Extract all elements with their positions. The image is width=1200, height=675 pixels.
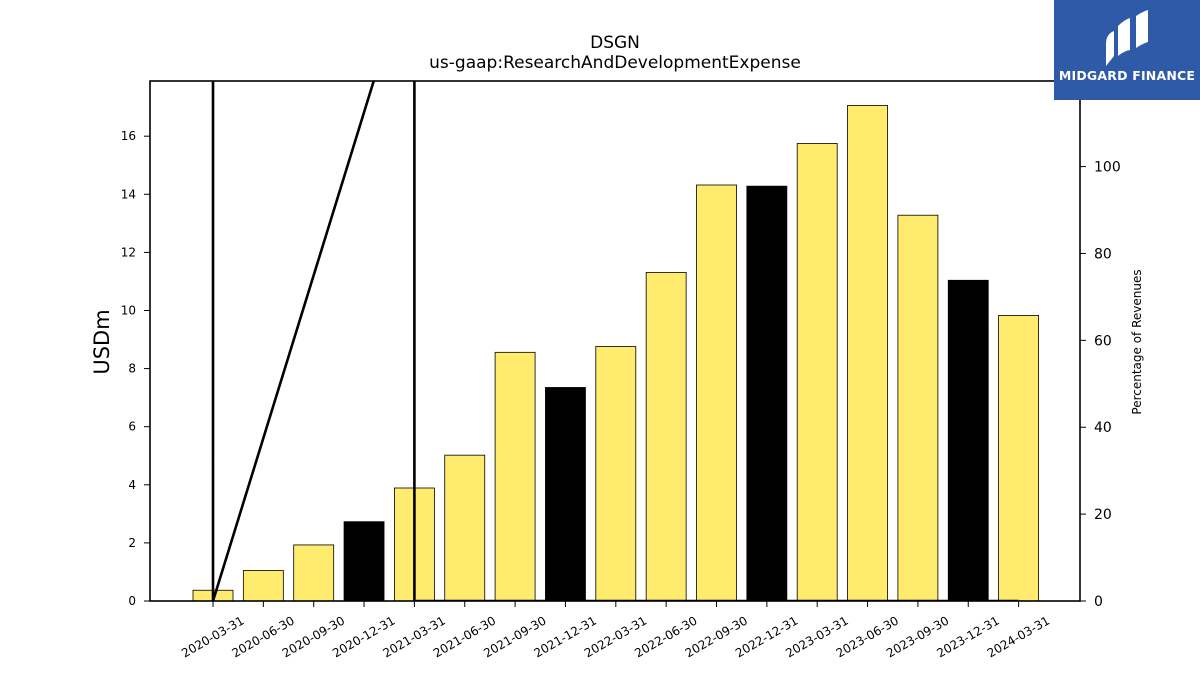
- bar: [847, 105, 888, 602]
- y-tick-label: 2: [128, 536, 136, 550]
- y2-tick-label: 100: [1094, 160, 1121, 176]
- y-tick-label: 12: [121, 245, 136, 259]
- y-tick-label: 16: [121, 129, 136, 143]
- bar: [293, 544, 335, 602]
- bar: [545, 387, 586, 602]
- y2-tick-label: 40: [1094, 420, 1112, 436]
- y-tick-label: 8: [128, 362, 136, 376]
- bar: [343, 521, 385, 602]
- bar: [242, 570, 284, 602]
- bar: [746, 185, 788, 602]
- chart-title: DSGN: [590, 33, 640, 53]
- y2-tick-label: 80: [1094, 246, 1112, 262]
- y-tick-label: 10: [121, 303, 136, 317]
- y-tick-label: 0: [128, 594, 136, 608]
- bar: [595, 346, 637, 602]
- bars-group: [192, 105, 1039, 602]
- bar: [645, 272, 687, 602]
- y2-tick-label: 0: [1094, 594, 1103, 610]
- bar: [796, 143, 838, 602]
- bar: [696, 184, 737, 602]
- y-axis-label: USDm: [90, 309, 114, 374]
- y-tick-label: 4: [128, 478, 136, 492]
- y-tick-label: 6: [128, 420, 136, 434]
- secondary-y-axis-label: Percentage of Revenues: [1130, 269, 1144, 414]
- plot-frame: [149, 80, 1081, 602]
- y2-tick-label: 60: [1094, 333, 1112, 349]
- y2-tick-label: 20: [1094, 507, 1112, 523]
- chart-subtitle: us-gaap:ResearchAndDevelopmentExpense: [429, 53, 801, 73]
- bar: [947, 279, 989, 602]
- bar: [897, 214, 939, 602]
- pct-revenue-line-group: [211, 81, 1019, 601]
- midgard-finance-logo: MIDGARD FINANCE: [1054, 0, 1200, 100]
- pct-revenue-line: [211, 81, 1019, 601]
- bar: [494, 351, 536, 602]
- y-tick-label: 14: [121, 187, 136, 201]
- midgard-logo-mark-icon: [1106, 10, 1148, 66]
- bar: [998, 315, 1039, 602]
- logo-text: MIDGARD FINANCE: [1058, 68, 1196, 83]
- bar: [444, 454, 486, 602]
